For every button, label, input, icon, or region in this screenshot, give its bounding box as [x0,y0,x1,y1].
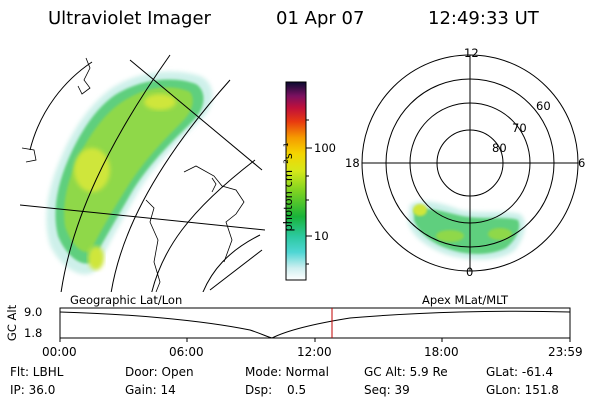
door-info: Door: Open [125,365,194,379]
altitude-ylabel: GC Alt [5,304,20,342]
colorbar [285,81,312,281]
ip-info: IP: 36.0 [10,383,56,397]
lat-label-70: 70 [512,121,527,135]
lat-label-80: 80 [492,141,507,155]
dsp-value: 0.5 [287,383,307,397]
geographic-map [20,54,265,292]
xtick-1200: 12:00 [297,345,332,359]
mode-info: Mode: Normal [245,365,329,379]
xtick-0600: 06:00 [169,345,204,359]
gc-alt-info: GC Alt: 5.9 Re [364,365,448,379]
geographic-label: Geographic Lat/Lon [70,293,183,307]
filter-info: Flt: LBHL [10,365,64,379]
glon-info: GLon: 151.8 [486,383,559,397]
altitude-ytick-min: 1.8 [24,326,43,340]
colorbar-tick-100: 100 [314,141,336,155]
polar-plot [361,54,579,272]
glat-info: GLat: -61.4 [486,365,553,379]
gain-info: Gain: 14 [125,383,176,397]
mlt-label-12: 12 [464,46,479,60]
altitude-curve [59,310,571,339]
apex-label: Apex MLat/MLT [422,293,509,307]
mlt-label-0: 0 [466,265,474,279]
dsp-label: Dsp: [245,383,273,397]
colorbar-tick-10: 10 [314,229,329,243]
lat-label-60: 60 [536,99,551,113]
xtick-2359: 23:59 [548,345,583,359]
xtick-1800: 18:00 [424,345,459,359]
colorbar-label: photon cm⁻²s⁻¹ [281,142,295,232]
mlt-label-18: 18 [345,156,360,170]
date-label: 01 Apr 07 [276,8,365,29]
mlt-label-6: 6 [578,156,586,170]
seq-info: Seq: 39 [364,383,410,397]
instrument-title: Ultraviolet Imager [48,8,211,29]
altitude-plot [59,307,571,342]
altitude-ytick-max: 9.0 [24,305,43,319]
time-label: 12:49:33 UT [428,8,539,29]
xtick-0000: 00:00 [42,345,77,359]
